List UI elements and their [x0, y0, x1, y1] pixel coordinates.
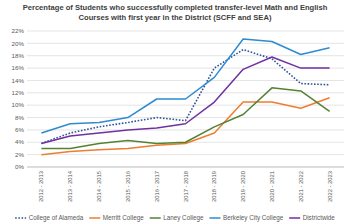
x-tick-label: 2015 - 2016 — [125, 171, 131, 202]
grid-line — [27, 43, 344, 44]
grid-line — [27, 105, 344, 106]
legend-swatch — [150, 217, 161, 219]
x-tick-label: 2012 - 2013 — [38, 171, 44, 202]
grid-line — [27, 167, 344, 168]
grid-line — [27, 117, 344, 118]
y-tick-label: 6% — [15, 126, 24, 133]
y-tick-label: 14% — [12, 77, 25, 84]
series-group — [41, 39, 329, 155]
legend-swatch — [209, 217, 220, 219]
x-tick-label: 2013 - 2014 — [67, 170, 73, 202]
legend-label: College of Alameda — [29, 214, 84, 222]
x-tick-label: 2014 - 2015 — [96, 171, 102, 202]
x-tick-label: 2016 - 2017 — [154, 171, 160, 202]
series-line — [41, 88, 329, 149]
legend-label: Merritt College — [103, 214, 144, 222]
x-tick-label: 2021 - 2022 — [298, 171, 304, 202]
grid-line — [27, 92, 344, 93]
y-tick-label: 18% — [12, 52, 25, 59]
y-tick-label: 4% — [15, 138, 24, 145]
x-tick-label: 2020 - 2021 — [269, 171, 275, 202]
x-tick-label: 2017 - 2018 — [183, 171, 189, 202]
y-tick-label: 2% — [15, 151, 24, 158]
y-tick-label: 0% — [15, 163, 24, 170]
y-tick-label: 20% — [12, 40, 25, 47]
legend: College of Alameda Merritt College Laney C… — [15, 214, 335, 222]
series-line — [41, 39, 329, 133]
grid-line — [27, 68, 344, 69]
grid-line — [27, 129, 344, 130]
legend-swatch — [289, 217, 300, 219]
y-tick-label: 16% — [12, 64, 25, 71]
series-line — [41, 57, 329, 144]
legend-label: Laney College — [163, 214, 204, 222]
grid-line — [27, 55, 344, 56]
background — [0, 0, 350, 223]
y-tick-label: 22% — [12, 27, 25, 34]
series-line — [41, 50, 329, 144]
y-tick-label: 12% — [12, 89, 25, 96]
y-tick-label: 10% — [12, 101, 25, 108]
legend-swatch — [15, 217, 26, 219]
legend-label: Berkeley City College — [223, 214, 284, 222]
legend-swatch — [89, 217, 100, 219]
legend-label: Districtwide — [303, 214, 336, 221]
x-tick-label: 2019 - 2020 — [240, 171, 246, 202]
x-tick-label: 2018 - 2019 — [211, 171, 217, 202]
x-axis — [27, 167, 344, 168]
grid-line — [27, 31, 344, 32]
y-tick-label: 8% — [15, 114, 24, 121]
title: Percentage of Students who successfully … — [23, 3, 328, 22]
grid-line — [27, 154, 344, 155]
x-tick-label: 2022 - 2023 — [327, 171, 333, 202]
chart: Percentage of Students who successfully … — [0, 0, 350, 223]
